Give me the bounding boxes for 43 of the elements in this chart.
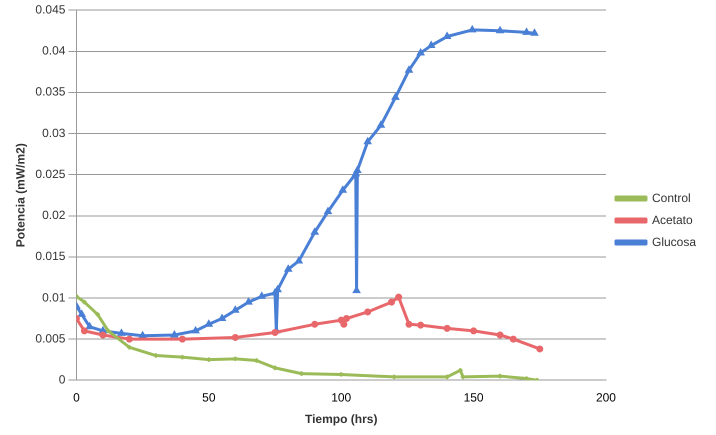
point <box>536 345 544 352</box>
point <box>353 287 360 294</box>
y-tick-label: 0.035 <box>35 84 66 99</box>
point <box>364 308 372 316</box>
point <box>417 322 424 329</box>
point <box>388 298 396 306</box>
point <box>296 257 302 264</box>
point <box>99 331 106 338</box>
point <box>343 315 350 322</box>
point <box>311 320 318 328</box>
legend-label: Glucosa <box>652 234 696 249</box>
point <box>171 331 178 338</box>
point <box>232 334 239 341</box>
x-tick-label: 50 <box>202 390 216 405</box>
y-tick-label: 0.04 <box>42 44 66 58</box>
x-axis-title: Tiempo (hrs) <box>304 412 378 426</box>
point <box>178 336 186 343</box>
x-tick-label: 0 <box>73 390 80 405</box>
point <box>126 336 133 343</box>
point <box>80 327 88 334</box>
y-tick-label: 0 <box>58 372 66 387</box>
legend-label: Control <box>652 190 691 205</box>
point <box>444 324 451 332</box>
y-tick-label: 0.015 <box>35 249 66 264</box>
point <box>405 320 412 328</box>
point <box>496 331 504 338</box>
y-axis-title: Potencia (mW/m2) <box>14 143 28 248</box>
y-tick-label: 0.005 <box>35 331 66 346</box>
x-tick-label: 150 <box>464 390 484 405</box>
point <box>470 327 478 334</box>
x-tick-label: 100 <box>331 390 352 405</box>
y-tick-label: 0.03 <box>42 126 66 140</box>
point <box>395 294 402 301</box>
point <box>417 49 424 56</box>
x-tick-label: 200 <box>596 390 616 405</box>
y-tick-label: 0.025 <box>35 166 66 181</box>
point <box>272 329 279 336</box>
y-tick-label: 0.045 <box>35 2 66 17</box>
y-tick-label: 0.02 <box>42 208 66 222</box>
point <box>392 94 399 100</box>
y-tick-label: 0.01 <box>42 290 66 304</box>
point <box>510 336 517 343</box>
legend-label: Acetato <box>652 212 693 227</box>
